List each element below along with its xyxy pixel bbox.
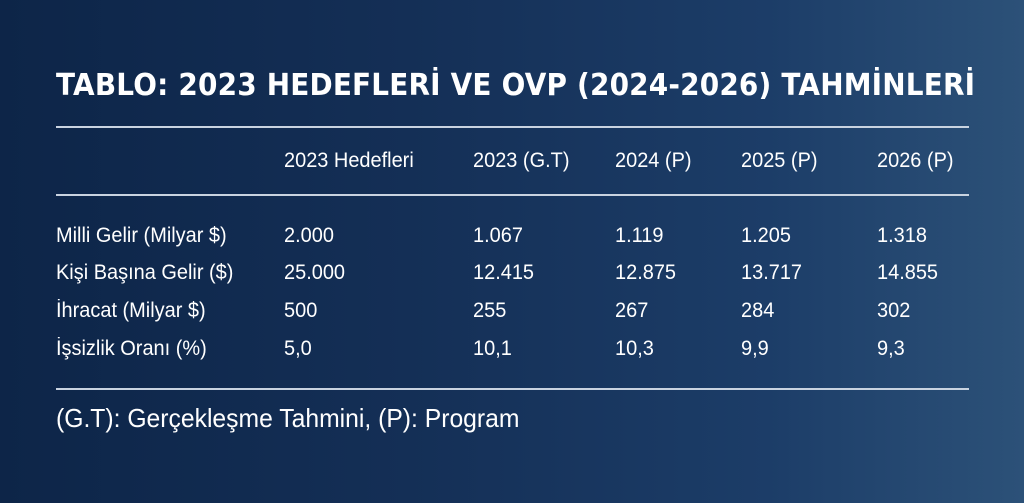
table-cell: 2.000 — [284, 224, 334, 247]
bottom-divider — [56, 388, 969, 390]
table-cell: 255 — [473, 299, 507, 322]
column-header: 2023 (G.T) — [473, 149, 570, 172]
row-label: Kişi Başına Gelir ($) — [56, 261, 234, 284]
row-label: Milli Gelir (Milyar $) — [56, 224, 227, 247]
table-cell: 10,1 — [473, 337, 512, 360]
table-cell: 1.205 — [741, 224, 791, 247]
table-cell: 500 — [284, 299, 318, 322]
header-divider — [56, 194, 969, 196]
row-label: İhracat (Milyar $) — [56, 299, 206, 322]
table-cell: 1.318 — [877, 224, 927, 247]
footnote: (G.T): Gerçekleşme Tahmini, (P): Program — [56, 403, 520, 433]
table-cell: 284 — [741, 299, 775, 322]
column-header: 2025 (P) — [741, 149, 818, 172]
table-cell: 9,9 — [741, 337, 769, 360]
column-header: 2026 (P) — [877, 149, 954, 172]
table-title: TABLO: 2023 HEDEFLERİ VE OVP (2024-2026)… — [56, 68, 976, 103]
table-cell: 25.000 — [284, 261, 346, 284]
table-cell: 14.855 — [877, 261, 939, 284]
table-cell: 267 — [615, 299, 649, 322]
table-cell: 5,0 — [284, 337, 312, 360]
table-cell: 302 — [877, 299, 911, 322]
table-cell: 1.119 — [615, 224, 664, 247]
column-header: 2023 Hedefleri — [284, 149, 414, 172]
table-cell: 10,3 — [615, 337, 654, 360]
top-divider — [56, 126, 969, 128]
table-cell: 1.067 — [473, 224, 523, 247]
row-label: İşsizlik Oranı (%) — [56, 337, 207, 360]
table-cell: 12.875 — [615, 261, 677, 284]
column-header: 2024 (P) — [615, 149, 692, 172]
table-cell: 13.717 — [741, 261, 803, 284]
table-cell: 9,3 — [877, 337, 905, 360]
table-cell: 12.415 — [473, 261, 535, 284]
